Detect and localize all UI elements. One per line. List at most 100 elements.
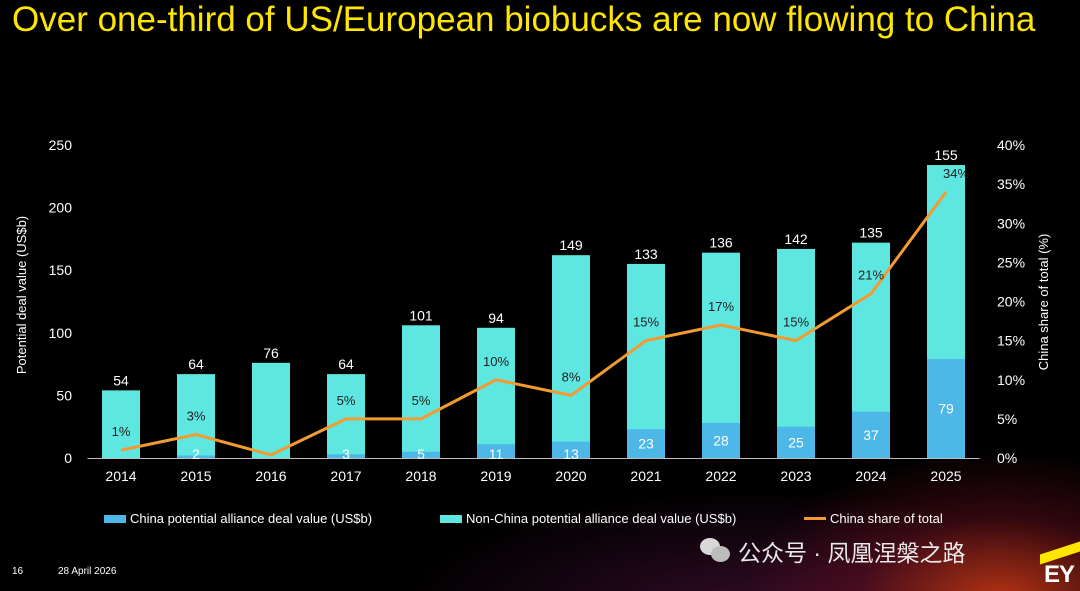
china-value-label: 28 xyxy=(713,432,729,448)
bar-china xyxy=(177,455,215,458)
y2-axis-title: China share of total (%) xyxy=(1036,234,1051,371)
y-tick-label: 200 xyxy=(49,200,73,216)
x-axis-labels: 2014 2015 2016 2017 2018 2019 2020 2021 2022 2023… xyxy=(105,468,961,484)
y-tick-label: 50 xyxy=(56,387,72,403)
china-value-label: 25 xyxy=(788,434,804,450)
legend-swatch-china xyxy=(104,514,126,523)
china-value-label: 13 xyxy=(563,446,579,462)
y2-tick-label: 10% xyxy=(997,372,1025,388)
share-value-label: 5% xyxy=(337,393,356,408)
watermark: 公众号 · 凤凰涅槃之路 xyxy=(700,534,965,568)
china-value-label: 23 xyxy=(638,436,654,452)
bar-nonchina xyxy=(552,255,590,458)
page-title: Over one-third of US/European biobucks a… xyxy=(12,0,1036,39)
bar-total-label: 135 xyxy=(859,225,883,241)
x-tick-label: 2017 xyxy=(330,468,361,484)
y-tick-label: 250 xyxy=(49,137,73,153)
x-tick-label: 2024 xyxy=(855,468,886,484)
bar-total-label: 94 xyxy=(488,310,504,326)
y2-tick-label: 0% xyxy=(997,450,1017,466)
y2-axis-ticks: 0% 5% 10% 15% 20% 25% 30% 35% 40% xyxy=(997,137,1025,466)
bar-total-label: 54 xyxy=(113,372,129,388)
legend-swatch-share xyxy=(804,517,826,520)
y-tick-label: 0 xyxy=(64,450,72,466)
x-tick-label: 2021 xyxy=(630,468,661,484)
legend-item-share: China share of total xyxy=(804,511,943,526)
bar-nonchina xyxy=(477,327,515,458)
wechat-icon xyxy=(700,538,730,564)
bars xyxy=(102,165,965,459)
bar-nonchina xyxy=(252,362,290,458)
bar-china xyxy=(552,441,590,458)
bar-nonchina xyxy=(627,263,665,458)
footer-date: 28 April 2026 xyxy=(58,566,117,577)
legend-label-china: China potential alliance deal value (US$… xyxy=(130,511,373,526)
bar-china xyxy=(777,426,815,458)
y2-tick-label: 35% xyxy=(997,176,1025,192)
x-tick-label: 2016 xyxy=(255,468,286,484)
y2-tick-label: 25% xyxy=(997,254,1025,270)
y2-tick-label: 20% xyxy=(997,294,1025,310)
y2-tick-label: 15% xyxy=(997,333,1025,349)
y-tick-label: 100 xyxy=(49,325,73,341)
watermark-text: 公众号 · 凤凰涅槃之路 xyxy=(738,540,966,566)
y-axis-ticks: 0 50 100 150 200 250 xyxy=(49,137,73,466)
data-labels: 54 64 2 76 64 3 101 5 94 11 149 13 133 23 136 28 142 25 13… xyxy=(112,147,970,462)
x-tick-label: 2022 xyxy=(705,468,736,484)
bar-nonchina xyxy=(777,248,815,458)
share-value-label: 5% xyxy=(412,393,431,408)
legend-label-share: China share of total xyxy=(830,511,943,526)
share-value-label: 8% xyxy=(562,369,581,384)
x-tick-label: 2025 xyxy=(930,468,961,484)
china-value-label: 2 xyxy=(192,446,200,462)
share-value-label: 15% xyxy=(783,315,809,330)
share-value-label: 3% xyxy=(187,409,206,424)
y2-tick-label: 40% xyxy=(997,137,1025,153)
legend-label-nonchina: Non-China potential alliance deal value … xyxy=(466,511,737,526)
bar-nonchina xyxy=(402,325,440,458)
y2-tick-label: 30% xyxy=(997,215,1025,231)
share-value-label: 10% xyxy=(483,354,509,369)
china-share-line xyxy=(120,191,948,457)
bar-total-label: 136 xyxy=(709,235,733,251)
legend-item-nonchina: Non-China potential alliance deal value … xyxy=(440,511,736,526)
ey-logo: EY xyxy=(1044,561,1075,588)
china-value-label: 37 xyxy=(863,427,879,443)
y-tick-label: 150 xyxy=(49,262,73,278)
bar-china xyxy=(477,444,515,458)
bar-total-label: 101 xyxy=(409,307,433,323)
legend-item-china: China potential alliance deal value (US$… xyxy=(104,511,372,526)
x-tick-label: 2019 xyxy=(480,468,511,484)
bar-total-label: 64 xyxy=(188,356,204,372)
bar-total-label: 155 xyxy=(934,147,958,163)
x-tick-label: 2015 xyxy=(180,468,211,484)
bar-china xyxy=(402,451,440,458)
bar-nonchina xyxy=(177,374,215,458)
share-value-label: 17% xyxy=(708,299,734,314)
y2-tick-label: 5% xyxy=(997,411,1017,427)
legend-swatch-nonchina xyxy=(440,514,462,523)
page-number: 16 xyxy=(12,566,24,577)
share-value-label: 15% xyxy=(633,315,659,330)
x-tick-label: 2014 xyxy=(105,468,136,484)
x-tick-label: 2020 xyxy=(555,468,586,484)
share-value-label: 21% xyxy=(858,268,884,283)
bar-total-label: 76 xyxy=(263,345,279,361)
share-value-label: 1% xyxy=(112,424,131,439)
china-value-label: 79 xyxy=(938,401,954,417)
bar-total-label: 149 xyxy=(559,237,583,253)
bar-total-label: 64 xyxy=(338,356,354,372)
bar-china xyxy=(327,454,365,458)
y-axis-title: Potential deal value (US$b) xyxy=(14,216,29,374)
bar-total-label: 133 xyxy=(634,246,658,262)
chart-legend: China potential alliance deal value (US$… xyxy=(0,511,1080,529)
bar-china xyxy=(702,422,740,458)
share-value-label: 34% xyxy=(943,166,969,181)
bar-china xyxy=(627,429,665,458)
bar-total-label: 142 xyxy=(784,231,808,247)
bar-china xyxy=(852,411,890,458)
china-value-label: 3 xyxy=(342,446,350,462)
bar-nonchina xyxy=(327,374,365,458)
x-tick-label: 2018 xyxy=(405,468,436,484)
